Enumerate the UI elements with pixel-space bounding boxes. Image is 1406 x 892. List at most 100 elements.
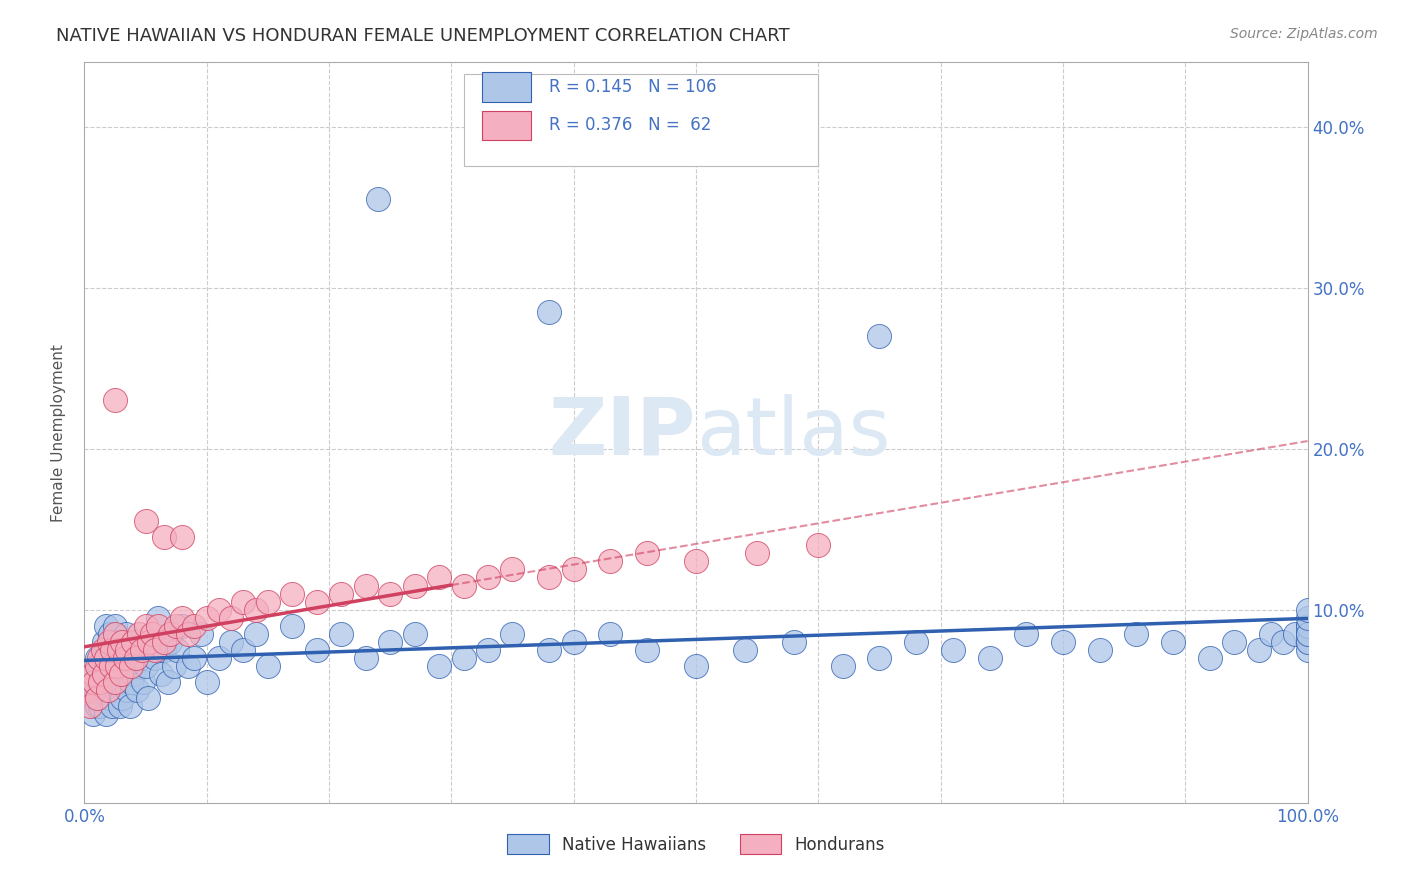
Point	[129, 651, 152, 665]
Point	[807, 538, 830, 552]
Point	[1088, 643, 1111, 657]
Point	[599, 554, 621, 568]
Text: R = 0.145   N = 106: R = 0.145 N = 106	[550, 78, 717, 95]
Point	[143, 651, 166, 665]
Point	[783, 635, 806, 649]
Point	[734, 643, 756, 657]
Text: NATIVE HAWAIIAN VS HONDURAN FEMALE UNEMPLOYMENT CORRELATION CHART: NATIVE HAWAIIAN VS HONDURAN FEMALE UNEMP…	[56, 27, 790, 45]
Point	[599, 627, 621, 641]
Point	[1296, 627, 1319, 641]
Point	[104, 619, 127, 633]
Point	[107, 675, 129, 690]
Point	[86, 691, 108, 706]
Point	[93, 635, 115, 649]
Point	[979, 651, 1001, 665]
Point	[150, 667, 173, 681]
Point	[82, 667, 104, 681]
Point	[82, 707, 104, 722]
Point	[1272, 635, 1295, 649]
Point	[108, 699, 131, 714]
Point	[110, 659, 132, 673]
Point	[86, 699, 108, 714]
Point	[100, 659, 122, 673]
Point	[135, 514, 157, 528]
Point	[330, 586, 353, 600]
Point	[127, 635, 149, 649]
Point	[156, 675, 179, 690]
Text: Source: ZipAtlas.com: Source: ZipAtlas.com	[1230, 27, 1378, 41]
Point	[183, 651, 205, 665]
Point	[183, 619, 205, 633]
Point	[1260, 627, 1282, 641]
Point	[101, 699, 124, 714]
Point	[153, 643, 176, 657]
Point	[195, 675, 218, 690]
Point	[380, 635, 402, 649]
Point	[153, 530, 176, 544]
Point	[97, 691, 120, 706]
Point	[1296, 635, 1319, 649]
Point	[89, 699, 111, 714]
Point	[114, 651, 136, 665]
Point	[97, 683, 120, 698]
Point	[104, 667, 127, 681]
Point	[122, 635, 145, 649]
Point	[942, 643, 965, 657]
Point	[562, 562, 585, 576]
Point	[91, 643, 114, 657]
Point	[105, 683, 128, 698]
Point	[305, 594, 328, 608]
Point	[91, 683, 114, 698]
Point	[105, 635, 128, 649]
Point	[91, 651, 114, 665]
Point	[502, 627, 524, 641]
Point	[208, 651, 231, 665]
Point	[122, 667, 145, 681]
Point	[232, 643, 254, 657]
Point	[86, 659, 108, 673]
Point	[538, 305, 561, 319]
Point	[141, 635, 163, 649]
Point	[1296, 643, 1319, 657]
Point	[132, 675, 155, 690]
Point	[1223, 635, 1246, 649]
Point	[404, 578, 426, 592]
Point	[96, 619, 118, 633]
Point	[86, 683, 108, 698]
FancyBboxPatch shape	[482, 72, 531, 102]
Point	[245, 602, 267, 616]
Legend: Native Hawaiians, Hondurans: Native Hawaiians, Hondurans	[501, 828, 891, 861]
Point	[232, 594, 254, 608]
Point	[685, 554, 707, 568]
Point	[208, 602, 231, 616]
Point	[1296, 619, 1319, 633]
Point	[177, 627, 200, 641]
Point	[104, 393, 127, 408]
Point	[143, 643, 166, 657]
Point	[159, 627, 181, 641]
Point	[1052, 635, 1074, 649]
Point	[87, 651, 110, 665]
Point	[111, 691, 134, 706]
Point	[125, 683, 148, 698]
Point	[1296, 602, 1319, 616]
Point	[427, 570, 450, 584]
Point	[104, 675, 127, 690]
Point	[166, 643, 188, 657]
Point	[111, 635, 134, 649]
Point	[83, 667, 105, 681]
Point	[107, 643, 129, 657]
Point	[380, 586, 402, 600]
Point	[172, 619, 194, 633]
Point	[869, 329, 891, 343]
Point	[120, 659, 142, 673]
Text: atlas: atlas	[696, 393, 890, 472]
Text: ZIP: ZIP	[548, 393, 696, 472]
Point	[141, 627, 163, 641]
Point	[96, 707, 118, 722]
FancyBboxPatch shape	[464, 73, 818, 166]
Point	[135, 619, 157, 633]
Point	[115, 683, 138, 698]
Point	[1296, 635, 1319, 649]
Point	[114, 667, 136, 681]
